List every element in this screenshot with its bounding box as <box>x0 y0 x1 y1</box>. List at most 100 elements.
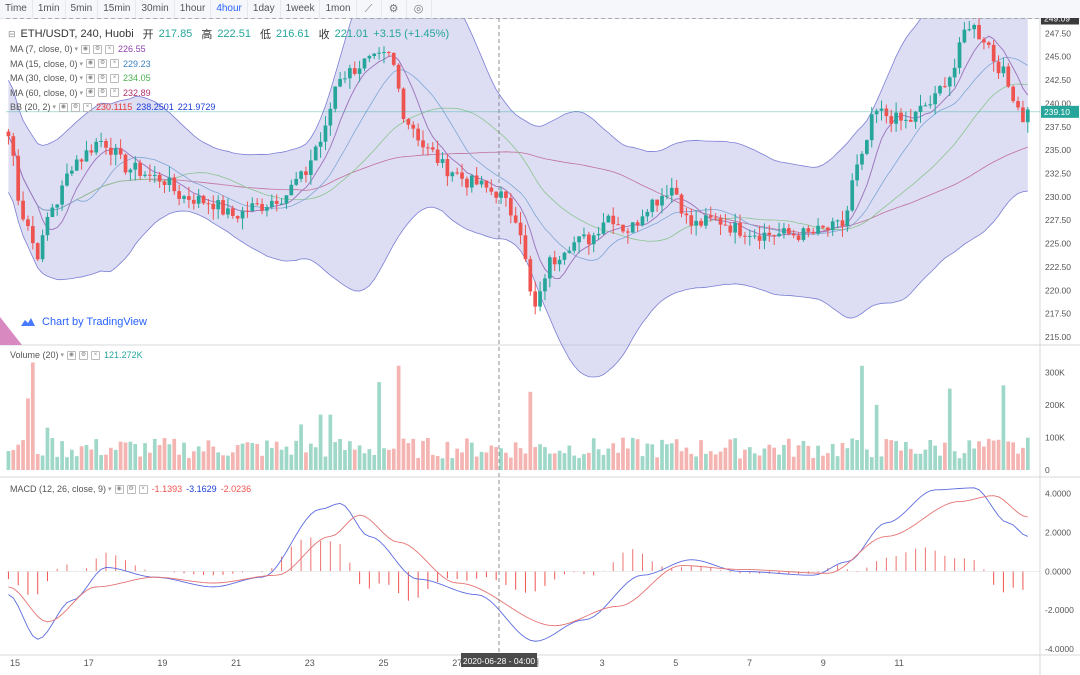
dropdown-caret-icon[interactable]: ▾ <box>79 60 84 68</box>
volume-bar <box>713 454 718 470</box>
candle <box>586 234 591 245</box>
close-icon[interactable]: × <box>110 59 120 68</box>
eye-icon[interactable]: ◉ <box>86 88 96 97</box>
candle <box>250 203 255 211</box>
eye-icon[interactable]: ◉ <box>114 484 124 494</box>
indicator-2-legend[interactable]: MA (30, close, 0) ▾ ◉ ⚙ × 234.05 <box>10 73 151 83</box>
volume-bar <box>904 441 908 470</box>
close-icon[interactable]: × <box>138 484 148 494</box>
settings-icon[interactable]: ⚙ <box>98 59 108 68</box>
volume-bar <box>11 450 16 470</box>
candle <box>465 178 469 188</box>
timeframe-1mon[interactable]: 1mon <box>320 0 357 18</box>
time-tick-label: 9 <box>821 658 826 668</box>
candle <box>811 231 816 234</box>
indicator-1-legend[interactable]: MA (15, close, 0) ▾ ◉ ⚙ × 229.23 <box>10 59 151 69</box>
candle <box>162 181 167 186</box>
candle <box>426 147 430 149</box>
settings-icon[interactable]: ⚙ <box>382 0 407 18</box>
time-tick-label: 19 <box>157 658 167 668</box>
candle <box>377 52 381 54</box>
candle <box>533 291 538 307</box>
candle <box>152 174 157 176</box>
candle <box>943 86 947 88</box>
candle <box>767 232 772 236</box>
candle <box>235 215 240 219</box>
indicator-3-legend[interactable]: MA (60, close, 0) ▾ ◉ ⚙ × 232.89 <box>10 88 151 98</box>
tradingview-watermark[interactable]: Chart by TradingView <box>20 316 147 328</box>
candle <box>752 235 757 237</box>
candle <box>387 52 391 54</box>
candle <box>211 203 216 210</box>
eye-icon[interactable]: ◉ <box>86 73 96 83</box>
chart-type-icon[interactable]: ⟋ <box>357 0 382 18</box>
candle <box>123 154 128 173</box>
candle <box>713 217 718 219</box>
volume-bar <box>89 449 94 470</box>
settings-icon[interactable]: ⚙ <box>126 484 136 494</box>
volume-bar <box>196 446 201 470</box>
trading-chart[interactable]: 215.00217.50220.00222.50225.00227.50230.… <box>0 18 1080 675</box>
volume-bar <box>533 447 538 470</box>
volume-legend[interactable]: Volume (20) ▾ ◉ ⚙ × 121.272K <box>10 350 143 360</box>
candle <box>884 108 889 117</box>
volume-bar <box>60 441 64 470</box>
eye-icon[interactable]: ◉ <box>59 102 69 112</box>
timeframe-4hour[interactable]: 4hour <box>211 0 248 18</box>
timeframe-time[interactable]: Time <box>0 0 33 18</box>
close-icon[interactable]: × <box>91 350 101 360</box>
volume-bar <box>65 457 69 470</box>
candle <box>499 191 503 198</box>
volume-bar <box>387 449 391 470</box>
dropdown-caret-icon[interactable]: ▾ <box>108 486 112 493</box>
price-tick-label: 217.50 <box>1045 309 1071 319</box>
volume-bar <box>352 449 357 470</box>
eye-icon[interactable]: ◉ <box>67 350 77 360</box>
settings-icon[interactable]: ⚙ <box>98 73 108 83</box>
candle <box>138 162 142 176</box>
close-icon[interactable]: × <box>110 88 120 97</box>
macd-legend[interactable]: MACD (12, 26, close, 9) ▾ ◉ ⚙ × -1.1393 -3.162… <box>10 484 251 494</box>
close-icon[interactable]: × <box>83 102 93 112</box>
settings-icon[interactable]: ⚙ <box>79 350 89 360</box>
timeframe-1week[interactable]: 1week <box>281 0 321 18</box>
dropdown-caret-icon[interactable]: ▾ <box>60 352 65 359</box>
volume-bar <box>577 458 581 470</box>
volume-bar <box>250 443 255 470</box>
close-icon[interactable]: × <box>105 44 115 54</box>
candle <box>113 148 118 155</box>
volume-bar <box>762 448 767 470</box>
timeframe-1day[interactable]: 1day <box>248 0 281 18</box>
volume-bar <box>313 447 318 470</box>
eye-icon[interactable]: ◉ <box>86 59 96 68</box>
dropdown-caret-icon[interactable]: ▾ <box>79 75 84 82</box>
candle <box>494 191 499 198</box>
timeframe-15min[interactable]: 15min <box>98 0 137 18</box>
dropdown-caret-icon[interactable]: ▾ <box>74 46 79 53</box>
timeframe-5min[interactable]: 5min <box>66 0 99 18</box>
indicator-0-legend[interactable]: MA (7, close, 0) ▾ ◉ ⚙ × 226.55 <box>10 44 146 54</box>
dropdown-caret-icon[interactable]: ▾ <box>52 104 57 111</box>
candle <box>157 174 162 182</box>
settings-icon[interactable]: ⚙ <box>71 102 81 112</box>
candle <box>611 215 616 225</box>
screenshot-icon[interactable]: ◎ <box>407 0 432 18</box>
close-icon[interactable]: × <box>110 73 120 83</box>
timeframe-1hour[interactable]: 1hour <box>175 0 212 18</box>
collapse-icon[interactable]: ⊟ <box>8 28 16 39</box>
volume-tick-label: 100K <box>1045 432 1065 442</box>
dropdown-caret-icon[interactable]: ▾ <box>79 89 84 97</box>
settings-icon[interactable]: ⚙ <box>98 88 108 97</box>
volume-bar <box>626 448 630 470</box>
volume-bar <box>289 454 294 470</box>
candle <box>894 112 898 124</box>
ma-30-line <box>8 83 1028 242</box>
macd-tick-label: 2.0000 <box>1045 528 1071 538</box>
candle <box>869 114 874 141</box>
indicator-4-legend[interactable]: BB (20, 2) ▾ ◉ ⚙ × 230.1115 238.2501 221.9729 <box>10 102 215 112</box>
settings-icon[interactable]: ⚙ <box>93 44 103 54</box>
timeframe-1min[interactable]: 1min <box>33 0 66 18</box>
eye-icon[interactable]: ◉ <box>81 44 91 54</box>
candle <box>518 222 523 236</box>
timeframe-30min[interactable]: 30min <box>136 0 175 18</box>
